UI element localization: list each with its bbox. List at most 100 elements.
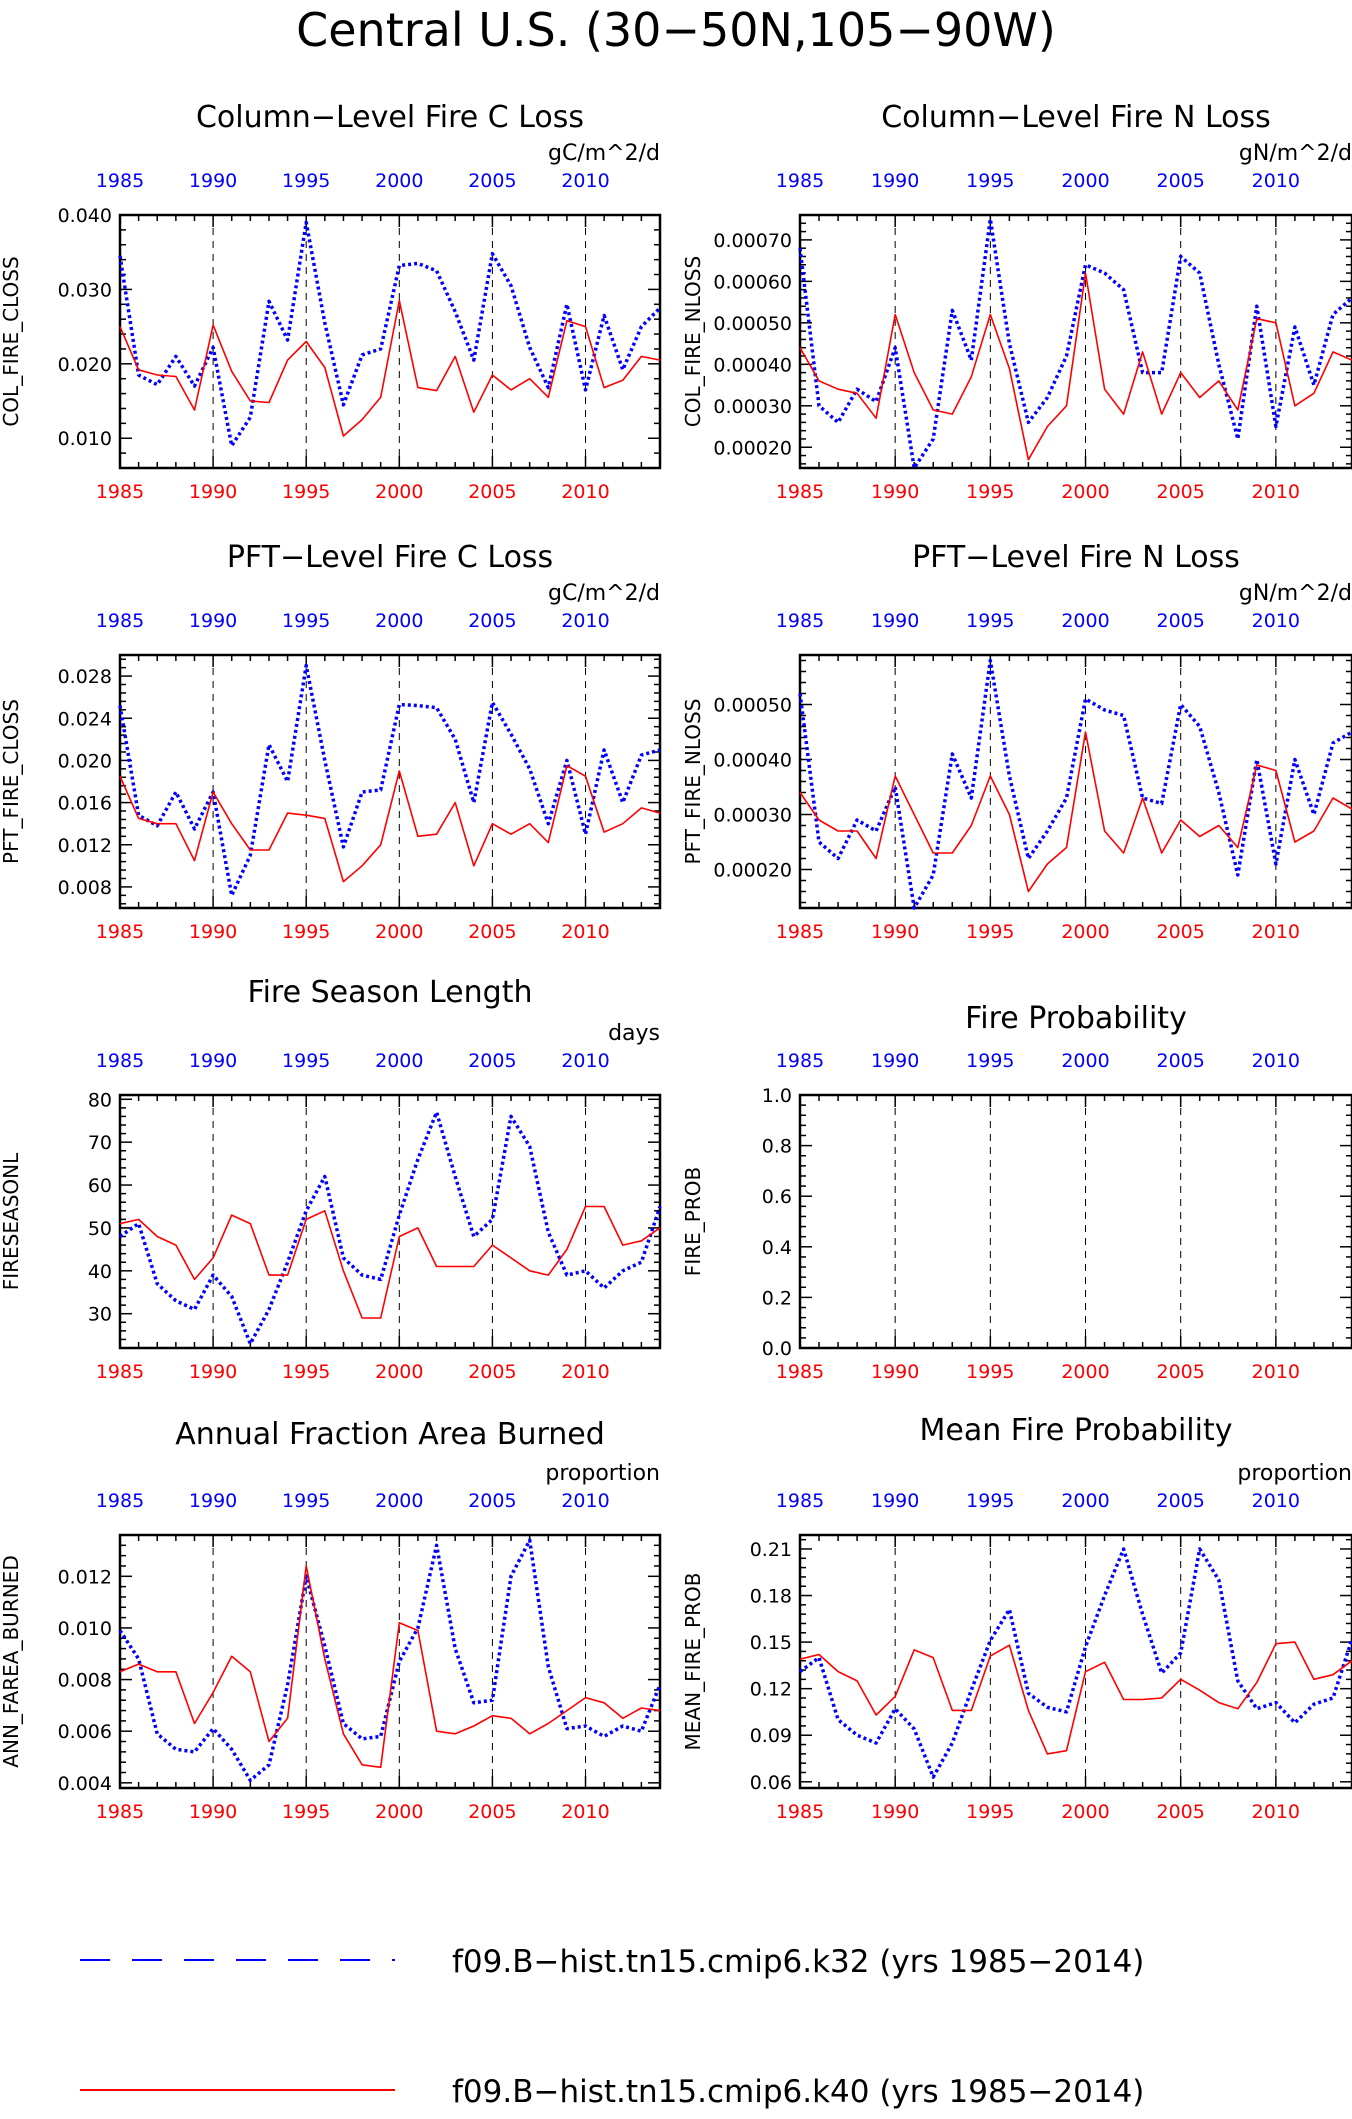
y-tick-label: 0.00070 (713, 230, 792, 252)
x-tick-label-bottom: 1990 (871, 481, 919, 503)
x-tick-label-top: 1995 (282, 1490, 330, 1512)
panel-units: gC/m^2/d (548, 141, 660, 166)
x-tick-label-top: 1995 (966, 1490, 1014, 1512)
y-tick-label: 40 (88, 1261, 112, 1283)
panel-units: days (608, 1021, 660, 1046)
x-tick-label-bottom: 1990 (189, 921, 237, 943)
series-line-k32 (118, 663, 661, 898)
x-tick-label-bottom: 2010 (1252, 481, 1300, 503)
x-tick-label-bottom: 2010 (561, 921, 609, 943)
series-line-k40 (799, 1641, 1352, 1755)
x-tick-label-top: 2000 (375, 1490, 423, 1512)
x-tick-label-top: 2010 (561, 170, 609, 192)
y-tick-label: 0.0 (762, 1338, 792, 1360)
x-tick-label-bottom: 2005 (468, 921, 516, 943)
y-tick-label: 0.020 (58, 354, 112, 376)
panel-4: PFT−Level Fire N Loss gN/m^2/d 1985 1985 199… (681, 540, 1352, 943)
x-tick-label-bottom: 2005 (468, 1361, 516, 1383)
x-tick-label-bottom: 2005 (1157, 921, 1205, 943)
series-line-k32 (798, 1547, 1352, 1779)
y-axis-label: PFT_FIRE_NLOSS (681, 699, 705, 865)
x-tick-label-top: 1985 (96, 1490, 144, 1512)
series-line-k40 (119, 1205, 661, 1319)
x-tick-label-bottom: 1985 (96, 921, 144, 943)
x-tick-label-top: 2005 (468, 1490, 516, 1512)
x-tick-label-top: 2005 (1157, 1490, 1205, 1512)
legend-label-series1: f09.B−hist.tn15.cmip6.k32 (yrs 1985−2014… (452, 1944, 1144, 1980)
legend-label-series2: f09.B−hist.tn15.cmip6.k40 (yrs 1985−2014… (452, 2074, 1144, 2110)
x-tick-label-bottom: 1995 (966, 481, 1014, 503)
y-tick-label: 1.0 (762, 1085, 792, 1107)
x-tick-label-top: 1995 (966, 610, 1014, 632)
y-tick-label: 0.040 (58, 205, 112, 227)
page-title: Central U.S. (30−50N,105−90W) (296, 3, 1056, 57)
x-tick-label-bottom: 1990 (189, 1361, 237, 1383)
x-tick-label-top: 2005 (1157, 1050, 1205, 1072)
y-tick-label: 0.15 (750, 1632, 792, 1654)
x-tick-label-bottom: 2000 (375, 1801, 423, 1823)
y-tick-label: 0.00050 (713, 313, 792, 335)
panel-6: Fire Probability 1985 1985 1990 1990 1995 1995… (681, 1001, 1352, 1383)
y-tick-label: 0.00050 (713, 695, 792, 717)
plot-frame (118, 1533, 662, 1790)
x-tick-label-bottom: 1985 (776, 921, 824, 943)
x-tick-label-top: 1995 (966, 170, 1014, 192)
x-tick-label-top: 1990 (189, 1490, 237, 1512)
x-tick-label-top: 2010 (1252, 170, 1300, 192)
x-tick-label-bottom: 1995 (282, 921, 330, 943)
x-tick-label-top: 1995 (282, 170, 330, 192)
y-tick-label: 0.12 (750, 1679, 792, 1701)
y-axis-label: MEAN_FIRE_PROB (681, 1573, 705, 1751)
y-tick-label: 70 (88, 1132, 112, 1154)
x-tick-label-top: 1990 (871, 1490, 919, 1512)
y-tick-label: 0.00030 (713, 396, 792, 418)
series-line-k40 (799, 731, 1352, 893)
panel-3: PFT−Level Fire C Loss gC/m^2/d 1985 1985 199… (0, 540, 662, 943)
y-tick-label: 0.004 (58, 1773, 112, 1795)
x-tick-label-top: 2000 (375, 1050, 423, 1072)
series-line-k40 (119, 299, 661, 437)
x-tick-label-top: 2000 (1061, 1050, 1109, 1072)
x-tick-label-top: 1985 (776, 1050, 824, 1072)
series-line-k32 (118, 1538, 662, 1783)
x-tick-label-bottom: 2000 (1061, 1361, 1109, 1383)
panel-5: Fire Season Length days 1985 1985 1990 1990 19… (0, 975, 662, 1383)
y-axis-label: FIRESEASONL (0, 1152, 23, 1290)
plot-frame (798, 653, 1352, 910)
x-tick-label-top: 1985 (776, 610, 824, 632)
x-tick-label-top: 2005 (468, 610, 516, 632)
panel-title: Annual Fraction Area Burned (175, 1417, 605, 1452)
y-axis-label: COL_FIRE_CLOSS (0, 256, 23, 426)
y-tick-label: 0.016 (58, 793, 112, 815)
x-tick-label-bottom: 1985 (776, 1801, 824, 1823)
series-line-k32 (119, 1110, 662, 1346)
x-tick-label-bottom: 2000 (1061, 1801, 1109, 1823)
y-axis-label: ANN_FAREA_BURNED (0, 1555, 23, 1767)
x-tick-label-bottom: 2005 (468, 1801, 516, 1823)
x-tick-label-bottom: 1990 (871, 1361, 919, 1383)
x-tick-label-bottom: 1995 (966, 921, 1014, 943)
y-tick-label: 0.010 (58, 428, 112, 450)
x-tick-label-bottom: 1985 (776, 1361, 824, 1383)
y-tick-label: 0.020 (58, 750, 112, 772)
series-line-k40 (119, 1565, 661, 1769)
x-tick-label-bottom: 2010 (561, 1801, 609, 1823)
x-tick-label-bottom: 2005 (1157, 1361, 1205, 1383)
y-tick-label: 0.6 (762, 1186, 792, 1208)
x-tick-label-bottom: 2005 (468, 481, 516, 503)
x-tick-label-bottom: 2010 (561, 481, 609, 503)
y-tick-label: 0.008 (58, 1670, 112, 1692)
x-tick-label-bottom: 2000 (375, 921, 423, 943)
y-tick-label: 0.012 (58, 1566, 112, 1588)
y-axis-label: PFT_FIRE_CLOSS (0, 699, 23, 864)
panel-units: gN/m^2/d (1239, 581, 1352, 606)
panel-title: Mean Fire Probability (920, 1413, 1233, 1448)
x-tick-label-bottom: 1995 (282, 1801, 330, 1823)
plot-frame (118, 653, 662, 910)
x-tick-label-top: 2010 (561, 1490, 609, 1512)
y-tick-label: 0.4 (762, 1237, 792, 1259)
y-axis-label: COL_FIRE_NLOSS (681, 256, 705, 427)
series-line-k32 (118, 220, 662, 448)
panel-units: proportion (1237, 1461, 1352, 1486)
